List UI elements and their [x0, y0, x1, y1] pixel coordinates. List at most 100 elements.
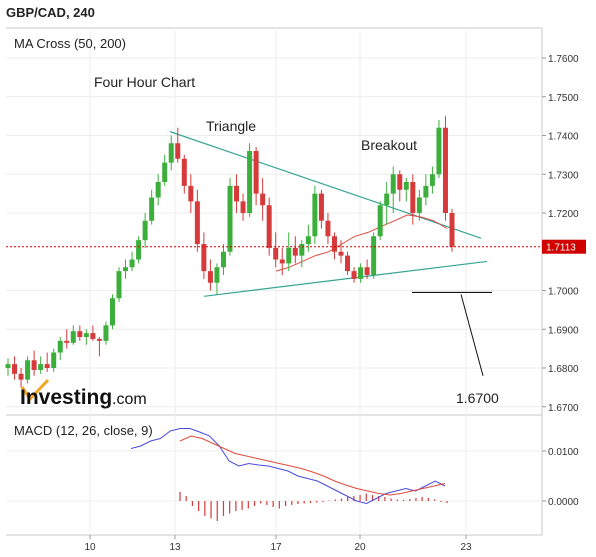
triangle-upper-trendline	[169, 131, 482, 239]
candle-body	[345, 255, 351, 272]
signal-line	[179, 435, 446, 496]
macd-line	[130, 428, 446, 505]
candle-body	[436, 127, 442, 175]
ma-line	[275, 214, 448, 272]
candle-body	[227, 185, 233, 252]
candle-body	[38, 364, 44, 370]
candle-body	[312, 193, 318, 237]
trendlines	[169, 131, 492, 376]
candle-body	[449, 213, 455, 247]
candle-body	[423, 185, 429, 198]
candle-body	[5, 364, 11, 368]
candle-body	[136, 240, 142, 260]
candle-body	[286, 247, 292, 264]
candle-body	[70, 331, 76, 343]
candle-body	[31, 360, 37, 370]
candle-body	[123, 267, 129, 272]
candle-body	[299, 244, 305, 256]
candle-body	[384, 193, 390, 206]
time-tick-label: 23	[460, 542, 472, 553]
current-price-badge	[542, 239, 586, 254]
candle-body	[194, 201, 200, 244]
current-price-value: 1.7113	[546, 243, 576, 254]
price-tick-label: 1.6900	[548, 325, 579, 336]
candle-body	[201, 244, 207, 272]
candle-body	[116, 271, 122, 299]
moving-average	[275, 214, 448, 272]
ma-cross-label: MA Cross (50, 200)	[14, 36, 126, 51]
candle-body	[207, 271, 213, 283]
time-tick-label: 20	[354, 542, 366, 553]
candle-body	[364, 267, 370, 275]
candle-body	[149, 197, 155, 221]
candle-body	[273, 247, 279, 260]
candle-body	[371, 236, 377, 275]
investing-logo-icon	[20, 378, 50, 402]
candle-body	[214, 267, 220, 283]
candle-body	[377, 205, 383, 237]
candle-body	[338, 251, 344, 256]
macd-plot	[130, 428, 448, 521]
candle-body	[142, 220, 148, 241]
candle-body	[253, 151, 259, 194]
watermark-suffix: .com	[112, 391, 147, 408]
candle-body	[318, 193, 324, 221]
candle-body	[390, 174, 396, 194]
candle-body	[12, 364, 18, 374]
candle-body	[162, 162, 168, 182]
price-tick-label: 1.6700	[548, 403, 579, 414]
macd-label: MACD (12, 26, close, 9)	[14, 423, 153, 438]
candle-body	[305, 236, 311, 244]
annotation-four-hour: Four Hour Chart	[94, 74, 195, 90]
candle-body	[247, 151, 253, 213]
current-price-marker: 1.7113	[6, 239, 586, 254]
candle-body	[416, 197, 422, 213]
candle-body	[260, 193, 266, 206]
candle-body	[175, 143, 181, 159]
candle-body	[429, 174, 435, 186]
candle-body	[358, 267, 364, 279]
price-tick-label: 1.6800	[548, 364, 579, 375]
symbol-title: GBP/CAD, 240	[6, 5, 95, 20]
candle-body	[279, 259, 285, 264]
candle-body	[77, 331, 83, 337]
candle-body	[168, 143, 174, 163]
candle-body	[109, 298, 115, 326]
annotation-breakout: Breakout	[361, 137, 417, 153]
candle-body	[234, 185, 240, 202]
candle-body	[64, 340, 70, 343]
candle-body	[240, 201, 246, 213]
candle-body	[331, 236, 337, 252]
candle-body	[96, 338, 102, 341]
investing-watermark: Investing .com	[20, 378, 147, 409]
triangle-lower-trendline	[203, 260, 488, 297]
annotation-triangle: Triangle	[206, 118, 256, 134]
candle-body	[266, 205, 272, 248]
candle-body	[325, 220, 331, 237]
price-tick-label: 1.7600	[548, 54, 579, 65]
candle-body	[25, 360, 31, 380]
time-tick-label: 17	[270, 542, 282, 553]
macd-tick-label: 0.0000	[548, 497, 579, 508]
candle-body	[442, 127, 448, 213]
candle-body	[181, 158, 187, 186]
price-tick-label: 1.7000	[548, 287, 579, 298]
price-tick-label: 1.7200	[548, 209, 579, 220]
axis-labels: 1.7600 1.7500 1.7400 1.7300 1.7200 1.7000 1.69…	[84, 54, 579, 553]
macd-tick-label: 0.0100	[548, 447, 579, 458]
candle-body	[351, 271, 357, 279]
candle-body	[51, 352, 57, 368]
candle-body	[220, 251, 226, 268]
candle-body	[44, 364, 50, 368]
price-tick-label: 1.7400	[548, 132, 579, 143]
annotation-target: 1.6700	[456, 390, 499, 406]
watermark-brand: Investing	[20, 386, 112, 409]
candle-body	[83, 333, 89, 337]
candle-body	[90, 333, 96, 339]
time-tick-label: 13	[169, 542, 181, 553]
candle-body	[410, 182, 416, 213]
candle-body	[57, 340, 63, 353]
candle-body	[188, 185, 194, 202]
candle-body	[103, 325, 109, 341]
